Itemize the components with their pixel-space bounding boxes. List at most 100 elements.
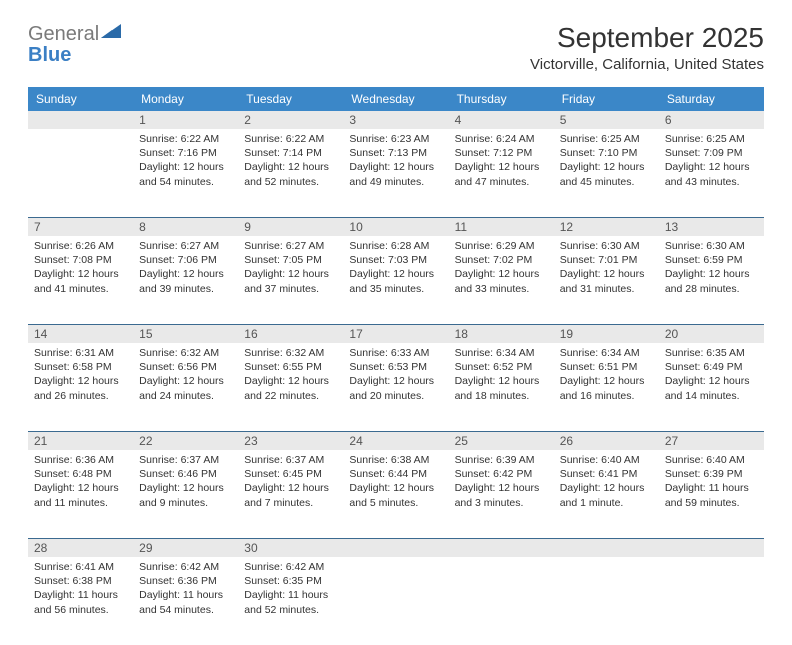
sunrise-text: Sunrise: 6:40 AM bbox=[665, 453, 760, 467]
day-number bbox=[343, 539, 448, 557]
sunset-text: Sunset: 6:55 PM bbox=[244, 360, 339, 374]
day-number: 1 bbox=[133, 111, 238, 129]
sunset-text: Sunset: 6:53 PM bbox=[349, 360, 444, 374]
day-content: Sunrise: 6:36 AMSunset: 6:48 PMDaylight:… bbox=[32, 453, 129, 510]
day-number-row: 78910111213 bbox=[28, 218, 764, 236]
daylight-text: Daylight: 12 hours and 28 minutes. bbox=[665, 267, 760, 295]
day-content: Sunrise: 6:22 AMSunset: 7:16 PMDaylight:… bbox=[137, 132, 234, 189]
week-row: Sunrise: 6:41 AMSunset: 6:38 PMDaylight:… bbox=[28, 557, 764, 645]
day-content: Sunrise: 6:33 AMSunset: 6:53 PMDaylight:… bbox=[347, 346, 444, 403]
daylight-text: Daylight: 12 hours and 52 minutes. bbox=[244, 160, 339, 188]
sunrise-text: Sunrise: 6:23 AM bbox=[349, 132, 444, 146]
day-number: 10 bbox=[343, 218, 448, 236]
sunrise-text: Sunrise: 6:25 AM bbox=[665, 132, 760, 146]
day-header: Friday bbox=[554, 87, 659, 111]
sunset-text: Sunset: 6:45 PM bbox=[244, 467, 339, 481]
sunset-text: Sunset: 6:39 PM bbox=[665, 467, 760, 481]
day-number: 16 bbox=[238, 325, 343, 343]
sunrise-text: Sunrise: 6:33 AM bbox=[349, 346, 444, 360]
day-content: Sunrise: 6:30 AMSunset: 6:59 PMDaylight:… bbox=[663, 239, 760, 296]
daylight-text: Daylight: 12 hours and 35 minutes. bbox=[349, 267, 444, 295]
day-number: 9 bbox=[238, 218, 343, 236]
day-number: 23 bbox=[238, 432, 343, 450]
day-cell: Sunrise: 6:31 AMSunset: 6:58 PMDaylight:… bbox=[28, 343, 133, 431]
day-header: Sunday bbox=[28, 87, 133, 111]
sunset-text: Sunset: 7:16 PM bbox=[139, 146, 234, 160]
sunrise-text: Sunrise: 6:28 AM bbox=[349, 239, 444, 253]
day-number: 14 bbox=[28, 325, 133, 343]
day-cell: Sunrise: 6:36 AMSunset: 6:48 PMDaylight:… bbox=[28, 450, 133, 538]
day-number: 17 bbox=[343, 325, 448, 343]
sunrise-text: Sunrise: 6:37 AM bbox=[244, 453, 339, 467]
day-number-row: 282930 bbox=[28, 539, 764, 557]
day-number: 21 bbox=[28, 432, 133, 450]
sunset-text: Sunset: 7:09 PM bbox=[665, 146, 760, 160]
day-content: Sunrise: 6:40 AMSunset: 6:41 PMDaylight:… bbox=[558, 453, 655, 510]
day-number: 28 bbox=[28, 539, 133, 557]
sunrise-text: Sunrise: 6:30 AM bbox=[560, 239, 655, 253]
day-cell: Sunrise: 6:26 AMSunset: 7:08 PMDaylight:… bbox=[28, 236, 133, 324]
weeks-container: 123456Sunrise: 6:22 AMSunset: 7:16 PMDay… bbox=[28, 111, 764, 645]
day-cell: Sunrise: 6:34 AMSunset: 6:52 PMDaylight:… bbox=[449, 343, 554, 431]
day-cell: Sunrise: 6:30 AMSunset: 7:01 PMDaylight:… bbox=[554, 236, 659, 324]
day-number bbox=[659, 539, 764, 557]
sunset-text: Sunset: 7:13 PM bbox=[349, 146, 444, 160]
day-number bbox=[449, 539, 554, 557]
day-cell bbox=[554, 557, 659, 645]
day-content: Sunrise: 6:27 AMSunset: 7:05 PMDaylight:… bbox=[242, 239, 339, 296]
day-cell: Sunrise: 6:24 AMSunset: 7:12 PMDaylight:… bbox=[449, 129, 554, 217]
daylight-text: Daylight: 12 hours and 24 minutes. bbox=[139, 374, 234, 402]
sunrise-text: Sunrise: 6:37 AM bbox=[139, 453, 234, 467]
daylight-text: Daylight: 11 hours and 56 minutes. bbox=[34, 588, 129, 616]
day-cell: Sunrise: 6:42 AMSunset: 6:35 PMDaylight:… bbox=[238, 557, 343, 645]
sunrise-text: Sunrise: 6:22 AM bbox=[244, 132, 339, 146]
sunrise-text: Sunrise: 6:34 AM bbox=[455, 346, 550, 360]
day-cell bbox=[659, 557, 764, 645]
day-header: Wednesday bbox=[343, 87, 448, 111]
sunset-text: Sunset: 6:41 PM bbox=[560, 467, 655, 481]
sunset-text: Sunset: 7:08 PM bbox=[34, 253, 129, 267]
day-number bbox=[554, 539, 659, 557]
day-number-row: 14151617181920 bbox=[28, 325, 764, 343]
sunrise-text: Sunrise: 6:25 AM bbox=[560, 132, 655, 146]
sunset-text: Sunset: 7:14 PM bbox=[244, 146, 339, 160]
daylight-text: Daylight: 12 hours and 18 minutes. bbox=[455, 374, 550, 402]
day-cell: Sunrise: 6:25 AMSunset: 7:10 PMDaylight:… bbox=[554, 129, 659, 217]
day-number: 27 bbox=[659, 432, 764, 450]
sunset-text: Sunset: 7:05 PM bbox=[244, 253, 339, 267]
sunset-text: Sunset: 7:12 PM bbox=[455, 146, 550, 160]
day-cell: Sunrise: 6:27 AMSunset: 7:05 PMDaylight:… bbox=[238, 236, 343, 324]
month-year-title: September 2025 bbox=[530, 22, 764, 54]
daylight-text: Daylight: 12 hours and 1 minute. bbox=[560, 481, 655, 509]
day-number: 29 bbox=[133, 539, 238, 557]
day-cell: Sunrise: 6:32 AMSunset: 6:55 PMDaylight:… bbox=[238, 343, 343, 431]
week-row: Sunrise: 6:22 AMSunset: 7:16 PMDaylight:… bbox=[28, 129, 764, 218]
day-cell: Sunrise: 6:27 AMSunset: 7:06 PMDaylight:… bbox=[133, 236, 238, 324]
day-content: Sunrise: 6:40 AMSunset: 6:39 PMDaylight:… bbox=[663, 453, 760, 510]
sunrise-text: Sunrise: 6:26 AM bbox=[34, 239, 129, 253]
daylight-text: Daylight: 12 hours and 43 minutes. bbox=[665, 160, 760, 188]
day-content: Sunrise: 6:22 AMSunset: 7:14 PMDaylight:… bbox=[242, 132, 339, 189]
sunset-text: Sunset: 6:51 PM bbox=[560, 360, 655, 374]
page-header: General Blue September 2025 Victorville,… bbox=[28, 22, 764, 73]
daylight-text: Daylight: 12 hours and 14 minutes. bbox=[665, 374, 760, 402]
daylight-text: Daylight: 12 hours and 39 minutes. bbox=[139, 267, 234, 295]
day-cell: Sunrise: 6:38 AMSunset: 6:44 PMDaylight:… bbox=[343, 450, 448, 538]
day-number: 4 bbox=[449, 111, 554, 129]
day-cell: Sunrise: 6:40 AMSunset: 6:39 PMDaylight:… bbox=[659, 450, 764, 538]
daylight-text: Daylight: 12 hours and 54 minutes. bbox=[139, 160, 234, 188]
sunrise-text: Sunrise: 6:31 AM bbox=[34, 346, 129, 360]
sunrise-text: Sunrise: 6:41 AM bbox=[34, 560, 129, 574]
sunrise-text: Sunrise: 6:35 AM bbox=[665, 346, 760, 360]
sunset-text: Sunset: 6:46 PM bbox=[139, 467, 234, 481]
daylight-text: Daylight: 12 hours and 49 minutes. bbox=[349, 160, 444, 188]
daylight-text: Daylight: 12 hours and 33 minutes. bbox=[455, 267, 550, 295]
daylight-text: Daylight: 12 hours and 11 minutes. bbox=[34, 481, 129, 509]
sunset-text: Sunset: 7:06 PM bbox=[139, 253, 234, 267]
day-header: Saturday bbox=[659, 87, 764, 111]
day-number: 26 bbox=[554, 432, 659, 450]
sunrise-text: Sunrise: 6:24 AM bbox=[455, 132, 550, 146]
day-cell: Sunrise: 6:22 AMSunset: 7:14 PMDaylight:… bbox=[238, 129, 343, 217]
location-subtitle: Victorville, California, United States bbox=[530, 56, 764, 73]
day-content: Sunrise: 6:31 AMSunset: 6:58 PMDaylight:… bbox=[32, 346, 129, 403]
